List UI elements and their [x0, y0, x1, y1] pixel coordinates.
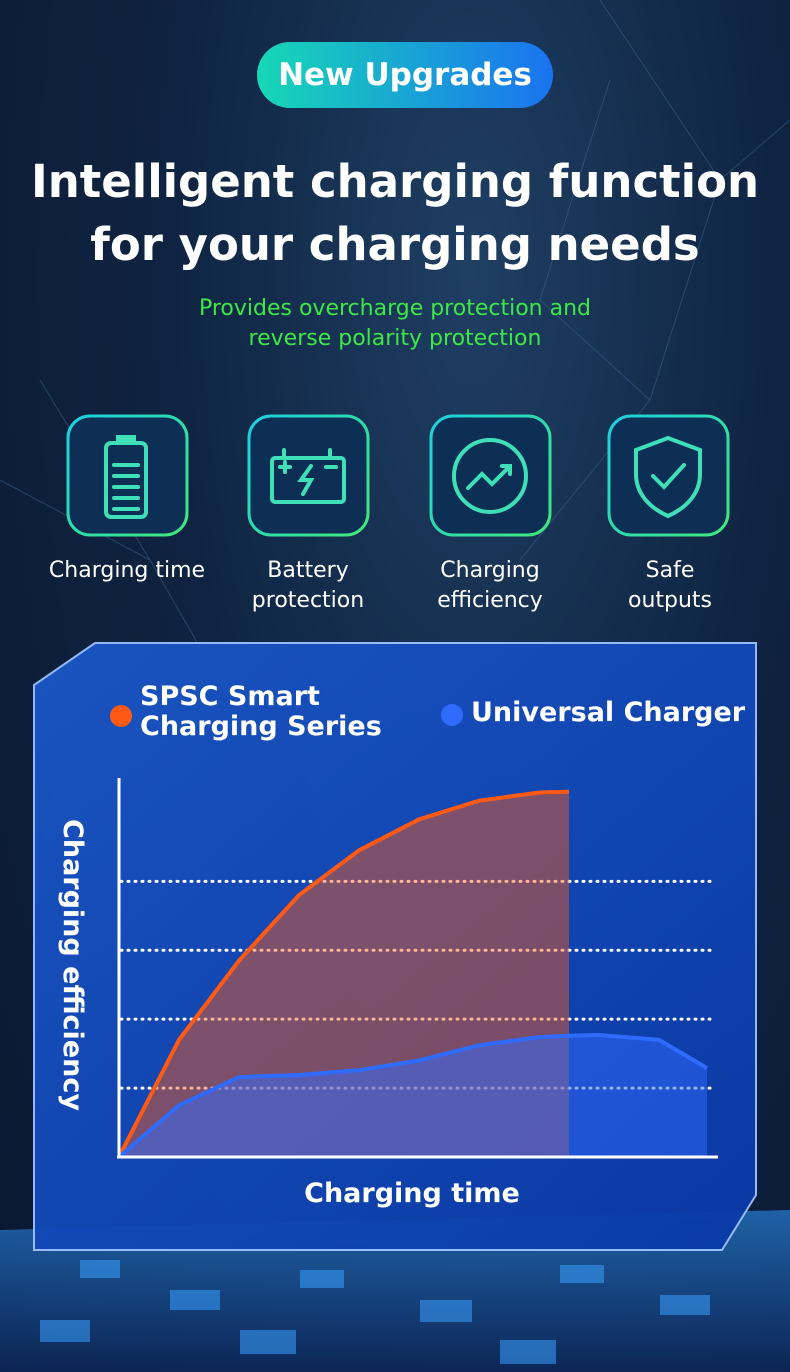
- x-axis-label: Charging time: [304, 1178, 520, 1209]
- icon-glyphs: [104, 435, 702, 519]
- legend-label: SPSC Smart Charging Series: [140, 681, 382, 742]
- feature-label: Safe outputs: [627, 558, 713, 613]
- title: Intelligent charging function for your c…: [30, 155, 760, 271]
- y-axis-label: Charging efficiency: [57, 819, 88, 1111]
- series-line: [117, 1033, 709, 1159]
- feature-icons: [66, 414, 730, 537]
- floor-tiles: [40, 1260, 710, 1364]
- legend-marker: [110, 705, 132, 727]
- feature-label: Battery protection: [251, 558, 365, 613]
- series-line: [117, 789, 570, 1158]
- feature-label: Charging efficiency: [437, 558, 543, 613]
- legend-label: Universal Charger: [471, 697, 746, 728]
- subtitle: Provides overcharge protection and rever…: [198, 296, 591, 351]
- badge: New Upgrades: [257, 42, 553, 108]
- plot: [117, 789, 718, 1159]
- area-fill: [119, 1035, 707, 1157]
- legend-marker: [441, 704, 463, 726]
- feature-label: Charging time: [48, 558, 206, 583]
